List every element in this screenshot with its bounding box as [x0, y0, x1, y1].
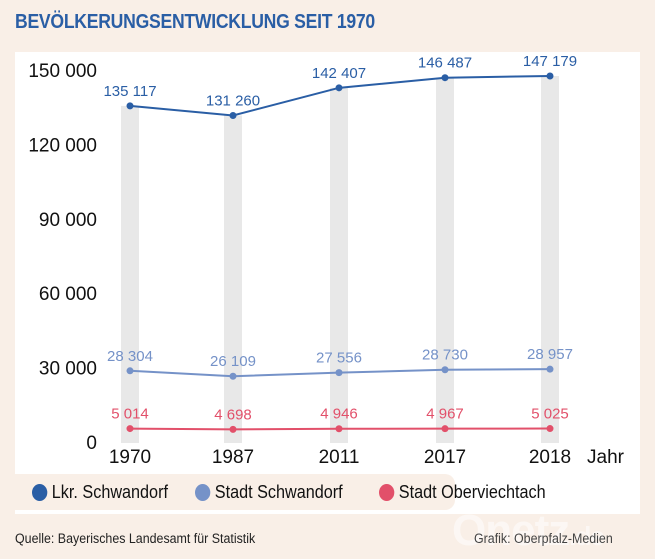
graphic-credit: Grafik: Oberpfalz-Medien — [474, 531, 613, 546]
background-bar — [330, 87, 348, 444]
data-point — [229, 372, 237, 380]
data-label: 27 556 — [316, 350, 362, 367]
legend-dot-icon — [379, 483, 395, 501]
x-axis: 1970 1987 2011 2017 2018 Jahr — [109, 447, 625, 468]
data-label: 4 967 — [426, 406, 464, 423]
data-label: 5 025 — [531, 406, 569, 423]
data-point — [546, 425, 554, 433]
data-label: 28 730 — [422, 347, 468, 364]
data-label: 28 304 — [107, 348, 153, 365]
x-tick-label: 1987 — [212, 447, 254, 468]
data-label: 146 487 — [418, 55, 472, 72]
background-bar — [541, 75, 559, 443]
data-point — [546, 72, 554, 80]
chart-panel — [15, 52, 640, 514]
data-label: 4 698 — [214, 406, 252, 423]
legend-label: Stadt Oberviechtach — [398, 481, 546, 502]
data-label: 131 260 — [206, 92, 260, 109]
y-tick-label: 30 000 — [39, 359, 97, 380]
data-label: 5 014 — [111, 406, 149, 423]
background-bar — [121, 105, 139, 443]
data-point — [335, 425, 343, 433]
y-axis: 0 30 000 60 000 90 000 120 000 150 000 — [28, 61, 97, 454]
legend-dot-icon — [32, 483, 48, 501]
legend-item-lkr-schwandorf: Lkr. Schwandorf — [32, 474, 168, 510]
data-point — [441, 425, 449, 433]
legend-dot-icon — [195, 483, 211, 501]
data-point — [335, 84, 343, 92]
legend-label: Lkr. Schwandorf — [51, 481, 168, 502]
data-label: 147 179 — [523, 53, 577, 70]
data-point — [441, 366, 449, 374]
data-label: 142 407 — [312, 65, 366, 82]
background-bar — [224, 115, 242, 444]
data-point — [229, 425, 237, 433]
legend-item-stadt-oberviechtach: Stadt Oberviechtach — [379, 474, 546, 510]
data-point — [126, 367, 134, 375]
data-point — [335, 369, 343, 377]
y-tick-label: 60 000 — [39, 284, 97, 305]
data-point — [546, 365, 554, 373]
data-point — [229, 111, 237, 119]
legend: Lkr. Schwandorf Stadt Schwandorf Stadt O… — [15, 474, 546, 510]
data-label: 4 946 — [320, 406, 358, 423]
y-tick-label: 90 000 — [39, 210, 97, 231]
source-note: Quelle: Bayerisches Landesamt für Statis… — [15, 531, 256, 546]
data-label: 28 957 — [527, 346, 573, 363]
watermark: Onetz.de — [452, 506, 605, 555]
y-tick-label: 0 — [86, 433, 97, 454]
x-tick-label: 1970 — [109, 447, 151, 468]
chart-title: BEVÖLKERUNGSENTWICKLUNG SEIT 1970 — [15, 11, 375, 33]
y-tick-label: 120 000 — [28, 135, 97, 156]
x-axis-label: Jahr — [587, 447, 625, 468]
y-tick-label: 150 000 — [28, 61, 97, 82]
x-tick-label: 2011 — [319, 447, 360, 468]
data-point — [126, 425, 134, 433]
legend-label: Stadt Schwandorf — [214, 481, 343, 502]
legend-item-stadt-schwandorf: Stadt Schwandorf — [195, 474, 343, 510]
background-bars — [121, 75, 559, 444]
background-bar — [436, 77, 454, 443]
data-label: 26 109 — [210, 353, 256, 370]
data-point — [441, 74, 449, 82]
data-point — [126, 102, 134, 110]
x-tick-label: 2018 — [529, 447, 571, 468]
data-label: 135 117 — [103, 83, 156, 100]
x-tick-label: 2017 — [424, 447, 466, 468]
series-points — [126, 72, 554, 433]
data-labels: 135 117 131 260 142 407 146 487 147 179 28 30… — [103, 53, 577, 423]
